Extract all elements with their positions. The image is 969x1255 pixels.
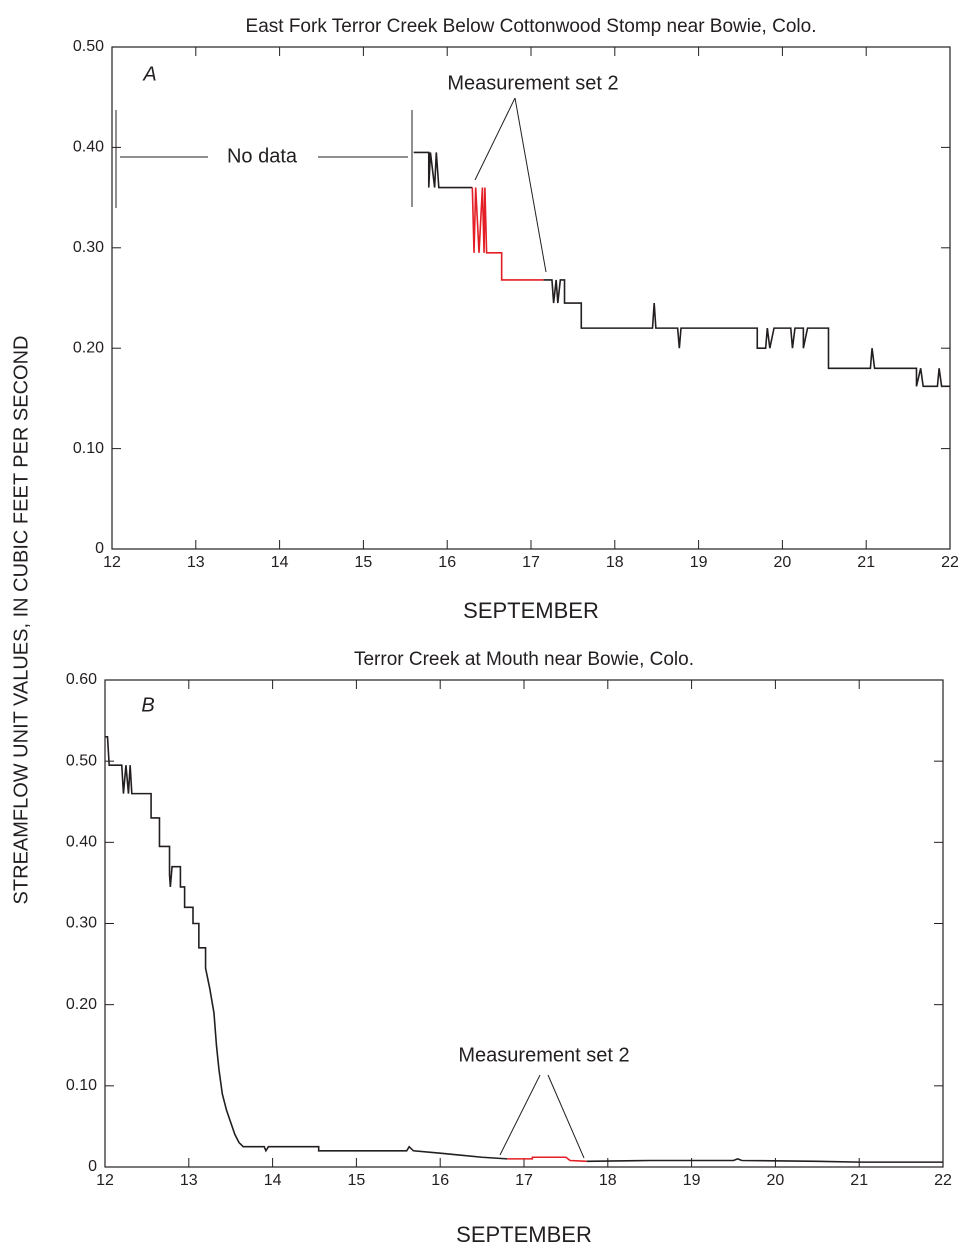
- x-axis-label: SEPTEMBER: [463, 598, 599, 623]
- flow-line: [507, 1156, 587, 1163]
- plot-frame: [104, 679, 944, 1168]
- x-tick-label: 14: [264, 1172, 282, 1189]
- x-axis-label: SEPTEMBER: [456, 1222, 592, 1247]
- x-tick-label: 17: [515, 1172, 533, 1189]
- annotation: Measurement set 2: [458, 1044, 629, 1066]
- y-tick-label: 0.20: [66, 996, 97, 1013]
- y-tick-label: 0.50: [73, 38, 104, 55]
- y-tick-label: 0: [88, 1158, 97, 1175]
- flow-line: [413, 151, 473, 189]
- y-tick-label: 0: [95, 540, 104, 557]
- x-tick-label: 12: [103, 554, 121, 571]
- x-tick-label: 21: [850, 1172, 868, 1189]
- x-tick-label: 19: [690, 554, 708, 571]
- plot-frame: [111, 46, 951, 550]
- y-tick-label: 0.40: [66, 834, 97, 851]
- flow-line: [543, 279, 950, 388]
- flow-line: [586, 1158, 943, 1163]
- x-tick-label: 21: [857, 554, 875, 571]
- y-tick-label: 0.60: [66, 671, 97, 688]
- leader-line: [514, 97, 547, 273]
- panel-label: A: [142, 63, 156, 85]
- x-tick-label: 13: [180, 1172, 198, 1189]
- y-tick-label: 0.20: [73, 339, 104, 356]
- y-tick-label: 0.40: [73, 139, 104, 156]
- x-tick-label: 22: [941, 554, 959, 571]
- leader-line: [474, 97, 516, 181]
- y-tick-label: 0.30: [66, 915, 97, 932]
- y-tick-label: 0.30: [73, 239, 104, 256]
- y-tick-label: 0.50: [66, 752, 97, 769]
- x-tick-label: 17: [522, 554, 540, 571]
- x-tick-label: 19: [683, 1172, 701, 1189]
- x-tick-label: 15: [355, 554, 373, 571]
- x-tick-label: 16: [431, 1172, 449, 1189]
- y-axis-label: STREAMFLOW UNIT VALUES, IN CUBIC FEET PE…: [10, 336, 32, 905]
- annotation: Measurement set 2: [447, 72, 618, 94]
- x-tick-label: 18: [599, 1172, 617, 1189]
- x-tick-label: 16: [438, 554, 456, 571]
- x-tick-label: 13: [187, 554, 205, 571]
- chart-title: Terror Creek at Mouth near Bowie, Colo.: [354, 649, 694, 670]
- x-tick-label: 20: [767, 1172, 785, 1189]
- leader-line: [547, 1074, 585, 1159]
- leader-line: [499, 1074, 541, 1156]
- x-tick-label: 14: [271, 554, 289, 571]
- flow-line: [471, 187, 544, 281]
- x-tick-label: 12: [96, 1172, 114, 1189]
- x-tick-label: 15: [348, 1172, 366, 1189]
- y-tick-label: 0.10: [73, 440, 104, 457]
- y-tick-label: 0.10: [66, 1077, 97, 1094]
- flow-line: [105, 736, 508, 1160]
- x-tick-label: 20: [774, 554, 792, 571]
- chart-title: East Fork Terror Creek Below Cottonwood …: [246, 16, 817, 37]
- panel-label: B: [141, 694, 154, 716]
- x-tick-label: 22: [934, 1172, 952, 1189]
- annotation: No data: [227, 145, 298, 167]
- x-tick-label: 18: [606, 554, 624, 571]
